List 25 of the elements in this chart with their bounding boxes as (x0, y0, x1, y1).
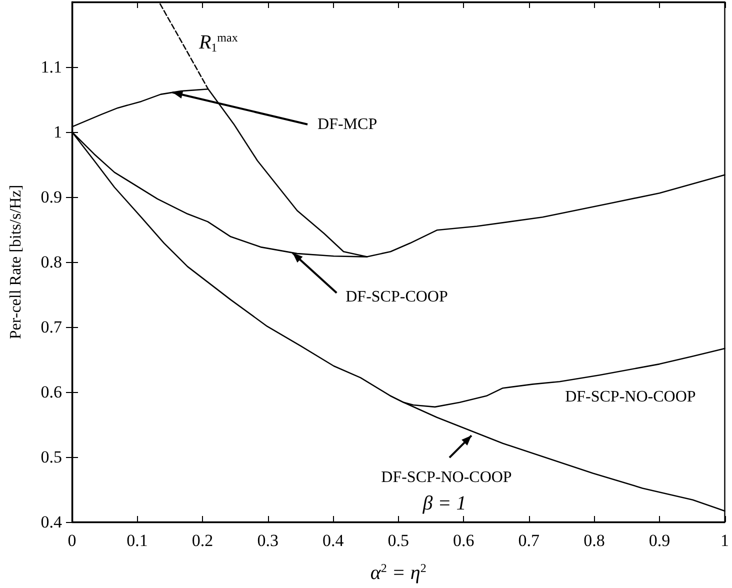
y-tick-label: 0.5 (40, 448, 62, 466)
annotation: DF-SCP-COOP (346, 288, 448, 306)
x-tick-label: 0.7 (518, 531, 540, 550)
y-tick-label: 0.7 (40, 318, 62, 336)
y-tick-label: 1 (54, 122, 62, 142)
x-tick-label: 0.4 (322, 531, 344, 550)
y-tick-label: 0.8 (40, 252, 62, 272)
annotation: DF-SCP-NO-COOP (565, 388, 696, 406)
x-tick-label: 0.6 (453, 531, 474, 550)
annotation: DF-MCP (318, 116, 378, 133)
y-tick-label: 1.1 (40, 58, 62, 76)
x-tick-label: 0 (68, 531, 76, 550)
y-tick-label: 0.9 (40, 188, 62, 206)
x-tick-label: 0.9 (648, 531, 670, 550)
x-tick-label: 0.1 (126, 531, 148, 550)
annotation: DF-SCP-NO-COOP (381, 469, 512, 486)
annotation: β = 1 (422, 492, 466, 515)
y-axis-title: Per-cell Rate [bits/s/Hz] (8, 184, 24, 340)
x-tick-label: 0.5 (388, 531, 409, 550)
y-tick-label: 0.6 (40, 382, 62, 402)
y-tick-label: 0.4 (40, 512, 62, 532)
x-tick-label: 0.2 (192, 531, 214, 550)
x-tick-label: 0.8 (584, 531, 605, 550)
x-tick-label: 0.3 (257, 531, 278, 550)
x-tick-label: 1 (720, 531, 729, 550)
